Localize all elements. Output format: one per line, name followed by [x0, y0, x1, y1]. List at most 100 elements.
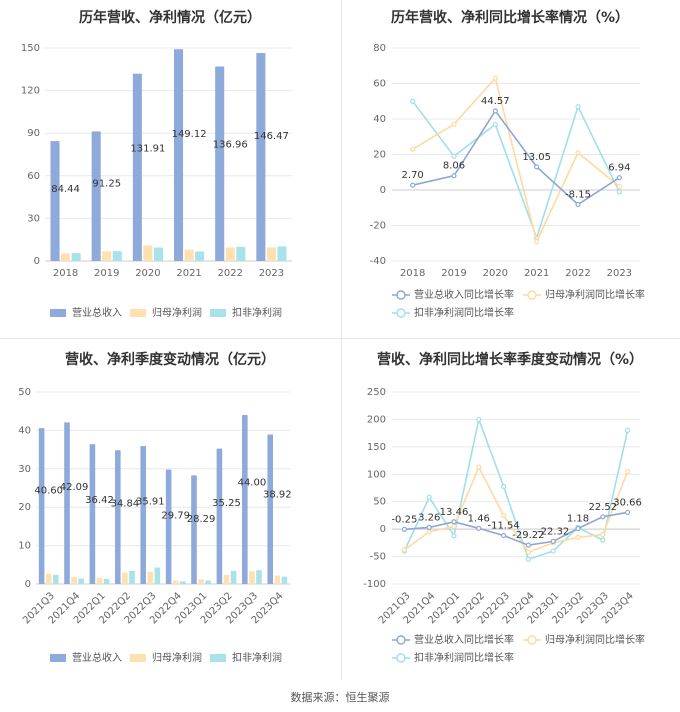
annual-amount-bar-revenue [173, 49, 184, 261]
annual-growth-point [410, 146, 416, 152]
quarterly-growth-point [501, 512, 507, 519]
annual-growth-y-tick-label: 0 [380, 185, 386, 196]
quarterly-amount-data-label: 40.60 [34, 485, 63, 496]
annual-amount-legend-label: 营业总收入 [72, 306, 122, 319]
quarterly-amount-bar-revenue [140, 446, 147, 584]
quarterly-growth-y-tick-label: -100 [363, 579, 386, 590]
quarterly-amount-bar-deducted-profit [103, 579, 110, 584]
annual-amount-data-label: 131.91 [130, 144, 165, 155]
annual-amount-bar-deducted-profit [71, 253, 81, 261]
annual-growth-point [575, 103, 581, 110]
annual-amount-bar-net-profit [184, 249, 194, 261]
quarterly-amount-bar-deducted-profit [179, 581, 186, 584]
annual-amount-y-tick-label: 60 [27, 171, 40, 182]
quarterly-growth-data-label: 13.46 [440, 507, 469, 518]
quarterly-amount-bar-revenue [64, 422, 70, 584]
quarterly-amount-bar-deducted-profit [129, 570, 135, 584]
quarterly-growth-legend-label: 归母净利润同比增长率 [545, 633, 645, 646]
quarterly-growth-point [550, 538, 556, 544]
annual-growth-legend-marker [396, 290, 406, 300]
annual-amount-bar-revenue [132, 73, 142, 261]
annual-amount-y-tick-label: 120 [21, 86, 40, 97]
quarterly-growth-y-tick-label: 250 [367, 387, 386, 398]
annual-amount-bar-net-profit [266, 247, 276, 261]
annual-growth-point [616, 189, 622, 195]
annual-amount-legend-label: 归母净利润 [152, 306, 202, 319]
quarterly-amount-data-label: 29.79 [161, 510, 190, 521]
quarterly-amount-y-tick-label: 50 [18, 387, 31, 398]
annual-amount-x-tick-label: 2023 [259, 268, 284, 279]
annual-amount-bar-net-profit [225, 247, 235, 261]
quarterly-growth-point [426, 494, 432, 500]
quarterly-amount-bar-net-profit [223, 574, 230, 584]
annual-growth-point [575, 201, 581, 208]
annual-amount-x-tick-label: 2020 [135, 268, 160, 279]
quarterly-amount-bar-revenue [165, 469, 172, 584]
annual-growth-legend-label: 归母净利润同比增长率 [545, 288, 645, 301]
quarterly-growth-y-tick-label: 0 [380, 524, 386, 535]
annual-amount-bar-deducted-profit [153, 247, 164, 261]
quarterly-amount-bar-deducted-profit [154, 567, 161, 584]
quarterly-amount-legend-swatch [50, 654, 66, 662]
annual-growth-point [492, 121, 498, 127]
annual-growth-point [410, 98, 416, 104]
quarterly-amount-data-label: 34.84 [111, 499, 140, 510]
quarterly-growth-title: 营收、净利同比增长率季度变动情况（%） [377, 351, 643, 368]
annual-growth-data-label: 8.06 [443, 161, 465, 172]
quarterly-growth-data-label: -29.22 [512, 530, 544, 541]
quarterly-growth-data-label: -0.25 [391, 514, 417, 525]
quarterly-growth-point [401, 526, 407, 532]
quarterly-growth-legend-marker [527, 635, 537, 645]
annual-growth-y-tick-label: -40 [370, 256, 386, 267]
quarterly-amount-bar-net-profit [274, 575, 281, 584]
annual-amount-data-label: 146.47 [254, 131, 289, 142]
annual-growth-y-tick-label: -20 [370, 221, 386, 232]
footer-label: 数据来源： [290, 691, 346, 704]
annual-amount-y-tick-label: 90 [27, 128, 40, 139]
annual-growth-point [451, 121, 457, 127]
quarterly-growth-y-tick-label: 100 [367, 469, 386, 480]
annual-growth-y-tick-label: 20 [373, 150, 386, 161]
annual-amount-x-tick-label: 2022 [218, 268, 243, 279]
annual-growth-data-label: 13.05 [522, 152, 551, 163]
quarterly-growth-point [476, 525, 482, 531]
quarterly-amount-data-label: 38.92 [263, 489, 292, 500]
quarterly-growth-point [624, 427, 631, 433]
quarterly-amount-y-tick-label: 0 [25, 579, 31, 590]
annual-amount-y-tick-label: 150 [21, 43, 40, 54]
quarterly-amount-bar-net-profit [172, 580, 179, 584]
annual-amount-data-label: 84.44 [51, 184, 80, 195]
annual-amount-x-tick-label: 2021 [176, 268, 201, 279]
annual-amount-legend-label: 扣非净利润 [232, 306, 282, 319]
annual-amount-data-label: 136.96 [213, 139, 248, 150]
quarterly-amount-y-tick-label: 40 [18, 425, 31, 436]
quarterly-growth-point [600, 532, 606, 538]
quarterly-amount-bar-revenue [38, 428, 45, 584]
annual-growth-legend-label: 扣非净利润同比增长率 [414, 306, 514, 319]
quarterly-growth-data-label: -22.32 [537, 526, 569, 537]
quarterly-growth-y-tick-label: 200 [367, 414, 386, 425]
annual-amount-legend-swatch [210, 309, 226, 317]
annual-growth-legend-marker [396, 308, 406, 318]
quarterly-amount-bar-net-profit [71, 577, 77, 584]
quarterly-amount-data-label: 42.09 [60, 482, 89, 493]
quarterly-growth-point [575, 534, 581, 540]
quarterly-growth-point [476, 416, 482, 423]
quarterly-growth-point [401, 547, 407, 553]
annual-growth-y-tick-label: 40 [373, 114, 386, 125]
quarterly-growth-point [624, 468, 631, 475]
quarterly-growth-point [575, 525, 581, 532]
annual-amount-y-tick-label: 0 [34, 256, 40, 267]
vertical-divider [341, 0, 342, 680]
annual-growth-x-tick-label: 2022 [565, 268, 590, 279]
quarterly-growth-point [426, 529, 432, 535]
annual-growth-point [492, 75, 498, 81]
quarterly-amount-data-label: 35.91 [136, 496, 165, 507]
horizontal-divider [0, 338, 680, 339]
quarterly-amount-y-tick-label: 30 [18, 464, 31, 475]
annual-amount-data-label: 149.12 [172, 129, 207, 140]
quarterly-growth-data-label: -11.54 [487, 520, 519, 531]
quarterly-amount-data-label: 36.42 [85, 495, 114, 506]
quarterly-amount-legend-label: 扣非净利润 [232, 651, 282, 664]
annual-amount-bar-deducted-profit [195, 251, 205, 261]
